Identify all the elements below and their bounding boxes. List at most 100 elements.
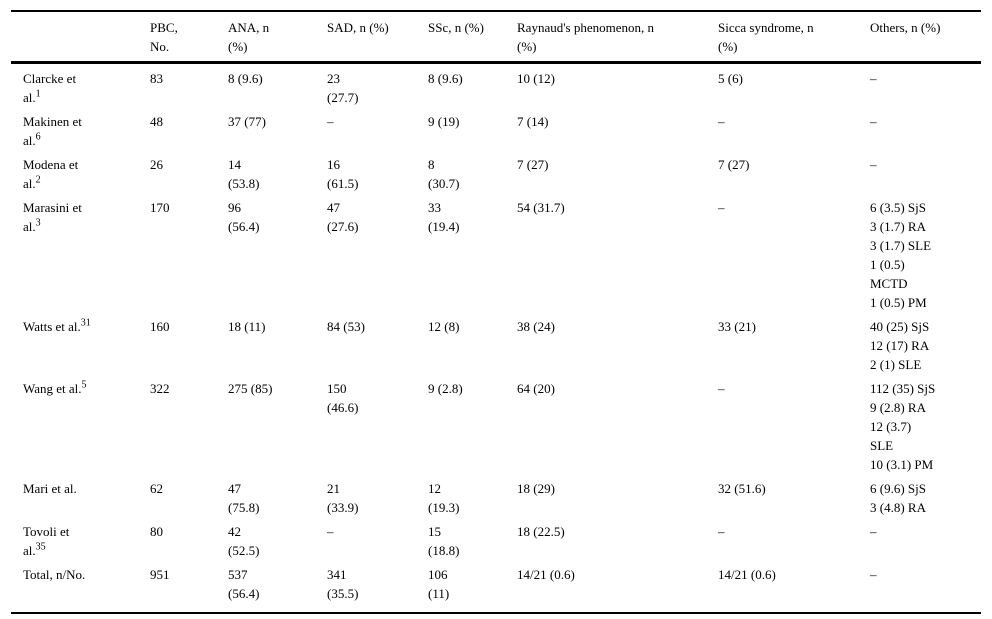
study-name: Marasini et al.3 — [11, 193, 150, 312]
column-header-study — [11, 11, 150, 64]
cell-ssc: 33 (19.4) — [428, 200, 460, 234]
reference-superscript: 1 — [35, 88, 41, 100]
cell-ana: 37 (77) — [228, 114, 266, 129]
cell-sad: – — [327, 524, 334, 539]
cell-sad: – — [327, 114, 334, 129]
reference-superscript: 31 — [80, 317, 91, 329]
study-name: Total, n/No. — [11, 560, 150, 613]
cell-pbc: 80 — [150, 524, 163, 539]
cell-ana: 96 (56.4) — [228, 200, 260, 234]
cell-others: – — [870, 157, 877, 172]
study-name: Mari et al. — [11, 474, 150, 517]
cell-others: 112 (35) SjS 9 (2.8) RA 12 (3.7) SLE 10 … — [870, 381, 936, 472]
column-header-ssc: SSc, n (%) — [428, 11, 517, 64]
cell-sicca: – — [718, 381, 725, 396]
cell-others: – — [870, 524, 877, 539]
cell-ana: 18 (11) — [228, 319, 266, 334]
cell-ssc: 8 (9.6) — [428, 71, 463, 86]
study-name: Watts et al.31 — [11, 312, 150, 374]
study-name: Wang et al.5 — [11, 374, 150, 474]
reference-superscript: 5 — [81, 379, 87, 391]
cell-pbc: 951 — [150, 567, 170, 582]
reference-superscript: 2 — [35, 174, 41, 186]
cell-pbc: 62 — [150, 481, 163, 496]
column-header-others: Others, n (%) — [870, 11, 981, 64]
cell-sicca: – — [718, 114, 725, 129]
cell-ssc: 9 (19) — [428, 114, 460, 129]
column-header-raynaud: Raynaud's phenomenon, n (%) — [517, 11, 718, 64]
study-name: Tovoli et al.35 — [11, 517, 150, 560]
study-name-text: Marasini et al. — [23, 200, 82, 234]
cell-others: – — [870, 114, 877, 129]
cell-ssc: 12 (8) — [428, 319, 460, 334]
study-name-text: Wang et al. — [23, 381, 82, 396]
table-row-tovoli: Tovoli et al.35 80 42 (52.5) – 15 (18.8)… — [11, 517, 981, 560]
study-name: Clarcke et al.1 — [11, 63, 150, 108]
cell-sicca: 5 (6) — [718, 71, 743, 86]
table-row-marasini: Marasini et al.3 170 96 (56.4) 47 (27.6)… — [11, 193, 981, 312]
cell-sicca: 14/21 (0.6) — [718, 567, 776, 582]
cell-sicca: 32 (51.6) — [718, 481, 766, 496]
table-row-makinen: Makinen et al.6 48 37 (77) – 9 (19) 7 (1… — [11, 107, 981, 150]
cell-others: 6 (9.6) SjS 3 (4.8) RA — [870, 481, 926, 515]
column-header-pbc: PBC, No. — [150, 11, 228, 64]
pbc-studies-table: PBC, No. ANA, n (%) SAD, n (%) SSc, n (%… — [11, 10, 981, 614]
cell-pbc: 83 — [150, 71, 163, 86]
table-row-watts: Watts et al.31 160 18 (11) 84 (53) 12 (8… — [11, 312, 981, 374]
cell-sicca: 7 (27) — [718, 157, 750, 172]
cell-pbc: 160 — [150, 319, 170, 334]
cell-ana: 47 (75.8) — [228, 481, 260, 515]
cell-pbc: 322 — [150, 381, 170, 396]
table-row-total: Total, n/No. 951 537 (56.4) 341 (35.5) 1… — [11, 560, 981, 613]
cell-raynaud: 38 (24) — [517, 319, 555, 334]
header-row: PBC, No. ANA, n (%) SAD, n (%) SSc, n (%… — [11, 11, 981, 64]
reference-superscript: 35 — [35, 541, 46, 553]
cell-raynaud: 7 (27) — [517, 157, 549, 172]
study-name-text: Modena et al. — [23, 157, 79, 191]
cell-pbc: 26 — [150, 157, 163, 172]
cell-ana: 42 (52.5) — [228, 524, 260, 558]
cell-sad: 47 (27.6) — [327, 200, 359, 234]
cell-sicca: 33 (21) — [718, 319, 756, 334]
cell-raynaud: 18 (22.5) — [517, 524, 565, 539]
cell-ssc: 12 (19.3) — [428, 481, 460, 515]
study-name: Makinen et al.6 — [11, 107, 150, 150]
cell-ana: 275 (85) — [228, 381, 273, 396]
study-name-text: Tovoli et al. — [23, 524, 70, 558]
table-row-wang: Wang et al.5 322 275 (85) 150 (46.6) 9 (… — [11, 374, 981, 474]
cell-raynaud: 10 (12) — [517, 71, 555, 86]
cell-others: 6 (3.5) SjS 3 (1.7) RA 3 (1.7) SLE 1 (0.… — [870, 200, 932, 310]
cell-others: – — [870, 71, 877, 86]
table-row-mari: Mari et al. 62 47 (75.8) 21 (33.9) 12 (1… — [11, 474, 981, 517]
cell-sad: 341 (35.5) — [327, 567, 359, 601]
study-name-text: Total, n/No. — [23, 567, 86, 582]
cell-raynaud: 54 (31.7) — [517, 200, 565, 215]
cell-sad: 23 (27.7) — [327, 71, 359, 105]
cell-sicca: – — [718, 200, 725, 215]
cell-ana: 537 (56.4) — [228, 567, 260, 601]
cell-sad: 84 (53) — [327, 319, 365, 334]
cell-ssc: 8 (30.7) — [428, 157, 460, 191]
cell-ssc: 9 (2.8) — [428, 381, 463, 396]
reference-superscript: 6 — [35, 131, 41, 143]
cell-pbc: 170 — [150, 200, 170, 215]
cell-pbc: 48 — [150, 114, 163, 129]
cell-raynaud: 18 (29) — [517, 481, 555, 496]
cell-ana: 14 (53.8) — [228, 157, 260, 191]
study-name-text: Clarcke et al. — [23, 71, 77, 105]
study-name-text: Watts et al. — [23, 319, 81, 334]
table-row-clarcke: Clarcke et al.1 83 8 (9.6) 23 (27.7) 8 (… — [11, 63, 981, 108]
cell-raynaud: 64 (20) — [517, 381, 555, 396]
column-header-sad: SAD, n (%) — [327, 11, 428, 64]
study-name: Modena et al.2 — [11, 150, 150, 193]
cell-others: – — [870, 567, 877, 582]
cell-others: 40 (25) SjS 12 (17) RA 2 (1) SLE — [870, 319, 930, 372]
cell-sad: 150 (46.6) — [327, 381, 359, 415]
cell-ana: 8 (9.6) — [228, 71, 263, 86]
cell-sad: 16 (61.5) — [327, 157, 359, 191]
study-name-text: Makinen et al. — [23, 114, 82, 148]
cell-raynaud: 7 (14) — [517, 114, 549, 129]
reference-superscript: 3 — [35, 217, 41, 229]
cell-raynaud: 14/21 (0.6) — [517, 567, 575, 582]
